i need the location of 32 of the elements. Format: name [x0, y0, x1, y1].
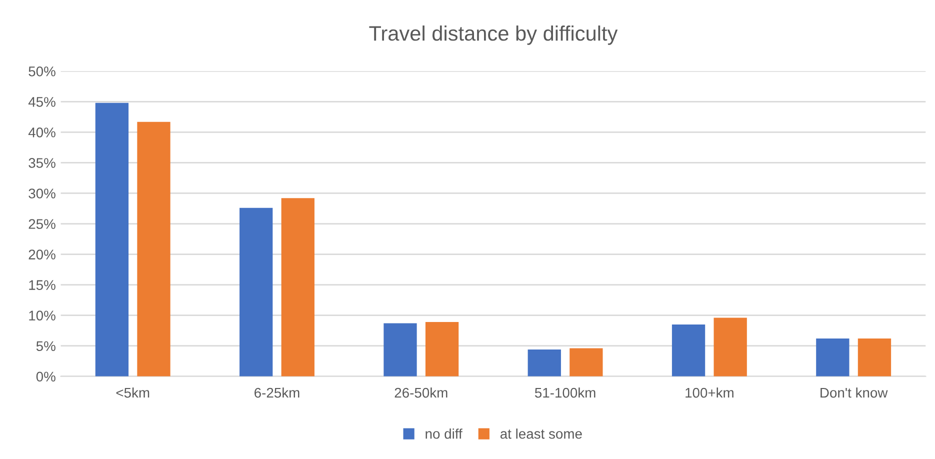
bar	[240, 208, 273, 376]
bar	[858, 338, 892, 376]
x-tick-label: 26-50km	[394, 387, 448, 398]
y-tick-label: 50%	[28, 66, 56, 76]
bar	[528, 350, 561, 376]
bar	[281, 198, 314, 376]
y-tick-label: 40%	[28, 128, 56, 138]
y-tick-label: 5%	[36, 341, 56, 352]
bar	[672, 324, 706, 376]
x-tick-label: <5km	[116, 387, 150, 398]
y-tick-label: 30%	[28, 188, 56, 198]
bar	[425, 322, 459, 376]
x-tick-label: 51-100km	[534, 387, 596, 398]
bar	[570, 348, 603, 376]
chart-title: Travel distance by difficulty	[369, 25, 618, 45]
x-tick-label: Don't know	[820, 387, 888, 398]
legend-label: at least some	[500, 428, 582, 439]
x-tick-label: 6-25km	[254, 387, 300, 398]
bar	[384, 323, 417, 376]
y-tick-label: 0%	[36, 372, 56, 382]
y-tick-label: 15%	[29, 280, 56, 290]
bar	[714, 318, 747, 376]
legend-label: no diff	[426, 428, 462, 439]
y-tick-label: 45%	[28, 97, 56, 107]
x-tick-label: 100+km	[686, 387, 734, 398]
y-tick-label: 35%	[28, 158, 56, 168]
bar	[137, 122, 170, 376]
y-tick-label: 10%	[29, 310, 56, 320]
bar	[95, 102, 129, 376]
y-tick-label: 25%	[28, 219, 56, 229]
bar	[816, 338, 850, 376]
y-tick-label: 20%	[28, 250, 56, 260]
